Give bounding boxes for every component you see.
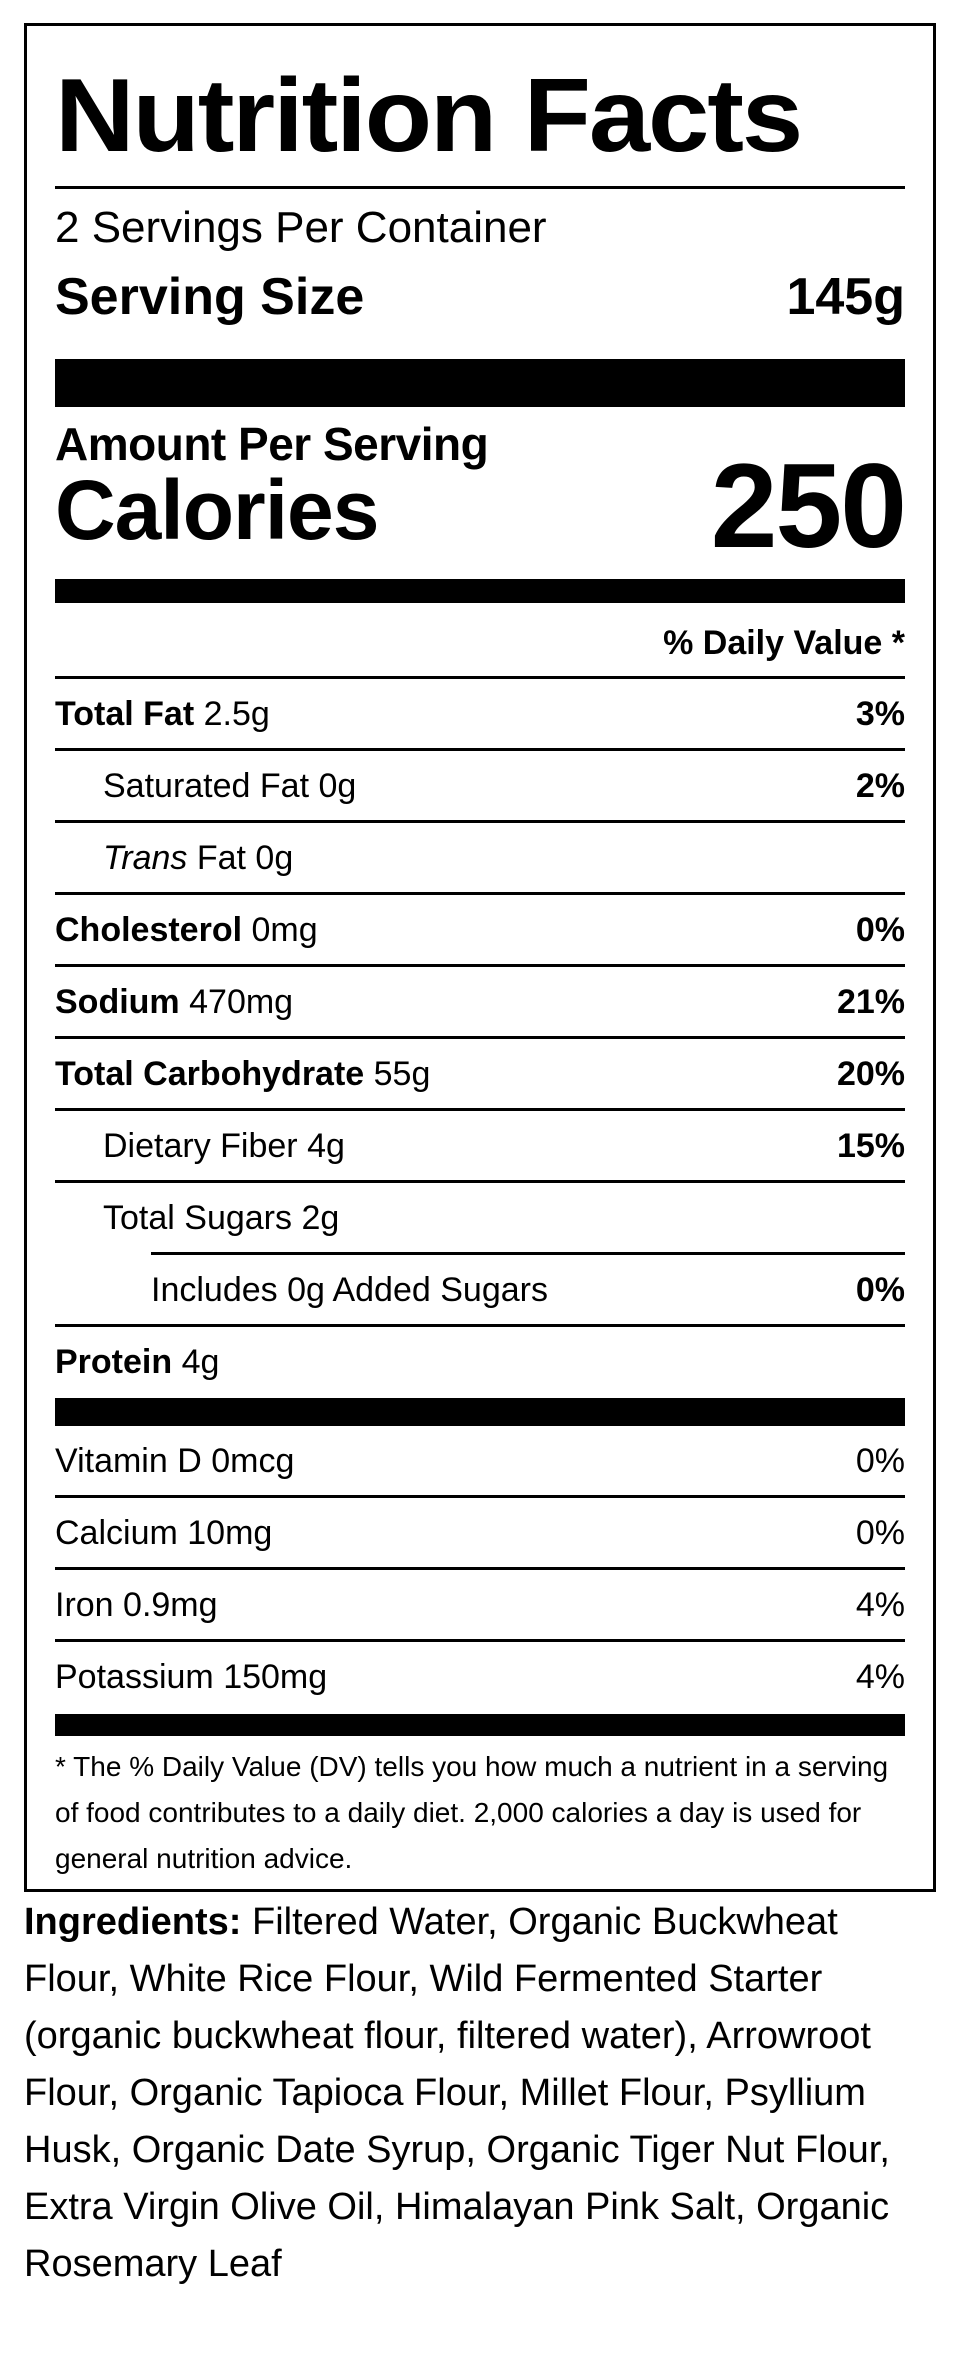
vitamin-row-vitamin-d: Vitamin D 0mcg 0% [55, 1426, 905, 1498]
nutrient-name: Cholesterol [55, 911, 243, 949]
nutrient-name: Protein [55, 1343, 173, 1381]
divider-thick [55, 359, 905, 407]
nutrient-row-total-sugars: Total Sugars 2g [55, 1183, 905, 1255]
nutrient-amount: 0g [255, 839, 294, 877]
ingredients-label: Ingredients: [24, 1901, 242, 1943]
nutrient-name: Total Carbohydrate [55, 1055, 365, 1093]
nutrient-name: Saturated Fat [103, 767, 310, 805]
nutrient-daily-value: 15% [836, 1127, 905, 1165]
label-title: Nutrition Facts [55, 58, 803, 174]
nutrient-daily-value: 2% [855, 767, 905, 805]
nutrient-row-saturated-fat: Saturated Fat 0g 2% [55, 751, 905, 823]
nutrient-name-italic: Trans [103, 839, 188, 877]
divider-medium [55, 1398, 905, 1426]
nutrient-amount: 4g [181, 1343, 220, 1381]
vitamin-name: Vitamin D [55, 1442, 202, 1480]
vitamin-name: Iron [55, 1586, 114, 1624]
calories-label: Calories [55, 463, 379, 557]
divider-thin [55, 676, 905, 679]
nutrient-name: Dietary Fiber [103, 1127, 298, 1165]
nutrient-daily-value: 0% [855, 911, 905, 949]
vitamin-daily-value: 4% [855, 1586, 905, 1624]
vitamin-daily-value: 4% [855, 1658, 905, 1696]
nutrition-label: Nutrition Facts 2 Servings Per Container… [24, 23, 936, 1892]
vitamin-name: Calcium [55, 1514, 178, 1552]
nutrient-name: Includes 0g Added Sugars [151, 1271, 548, 1309]
vitamin-daily-value: 0% [855, 1514, 905, 1552]
nutrient-daily-value: 3% [855, 695, 905, 733]
calories-value: 250 [710, 439, 907, 573]
servings-per-container: 2 Servings Per Container [55, 203, 547, 252]
nutrient-amount: 0g [318, 767, 357, 805]
nutrient-row-cholesterol: Cholesterol 0mg 0% [55, 895, 905, 967]
nutrient-daily-value: 21% [836, 983, 905, 1021]
divider-medium [55, 1714, 905, 1736]
nutrient-name: Total Sugars [103, 1199, 292, 1237]
ingredients-section: Ingredients: Filtered Water, Organic Buc… [24, 1894, 936, 2293]
nutrient-row-total-fat: Total Fat 2.5g 3% [55, 679, 905, 751]
vitamin-name: Potassium [55, 1658, 214, 1696]
nutrient-amount: 2g [301, 1199, 340, 1237]
daily-value-footnote: * The % Daily Value (DV) tells you how m… [55, 1751, 889, 1874]
nutrient-row-sodium: Sodium 470mg 21% [55, 967, 905, 1039]
vitamin-amount: 0.9mg [123, 1586, 218, 1624]
nutrient-amount: 470mg [189, 983, 294, 1021]
nutrient-name: Total Fat [55, 695, 195, 733]
vitamin-daily-value: 0% [855, 1442, 905, 1480]
nutrient-name: Fat [196, 839, 246, 877]
divider-medium [55, 579, 905, 603]
nutrient-amount: 55g [373, 1055, 431, 1093]
ingredients-text: Filtered Water, Organic Buckwheat Flour,… [24, 1901, 890, 2285]
serving-size-label: Serving Size [55, 268, 365, 326]
nutrient-daily-value: 0% [855, 1271, 905, 1309]
vitamin-row-iron: Iron 0.9mg 4% [55, 1570, 905, 1642]
nutrient-name: Sodium [55, 983, 180, 1021]
nutrient-daily-value: 20% [836, 1055, 905, 1093]
vitamin-amount: 150mg [223, 1658, 328, 1696]
serving-size-value: 145g [786, 268, 905, 326]
vitamin-row-calcium: Calcium 10mg 0% [55, 1498, 905, 1570]
vitamin-amount: 0mcg [211, 1442, 295, 1480]
daily-value-header: % Daily Value * [663, 624, 905, 662]
vitamin-row-potassium: Potassium 150mg 4% [55, 1642, 905, 1714]
nutrient-row-dietary-fiber: Dietary Fiber 4g 15% [55, 1111, 905, 1183]
amount-per-serving: Amount Per Serving [55, 418, 489, 470]
nutrient-row-added-sugars: Includes 0g Added Sugars 0% [55, 1255, 905, 1327]
nutrient-amount: 2.5g [203, 695, 270, 733]
nutrient-row-total-carbohydrate: Total Carbohydrate 55g 20% [55, 1039, 905, 1111]
vitamin-amount: 10mg [187, 1514, 273, 1552]
nutrient-row-protein: Protein 4g [55, 1327, 905, 1399]
nutrient-row-trans-fat: Trans Fat 0g [55, 823, 905, 895]
nutrient-amount: 0mg [251, 911, 318, 949]
divider-thin [55, 186, 905, 189]
nutrient-amount: 4g [307, 1127, 345, 1165]
